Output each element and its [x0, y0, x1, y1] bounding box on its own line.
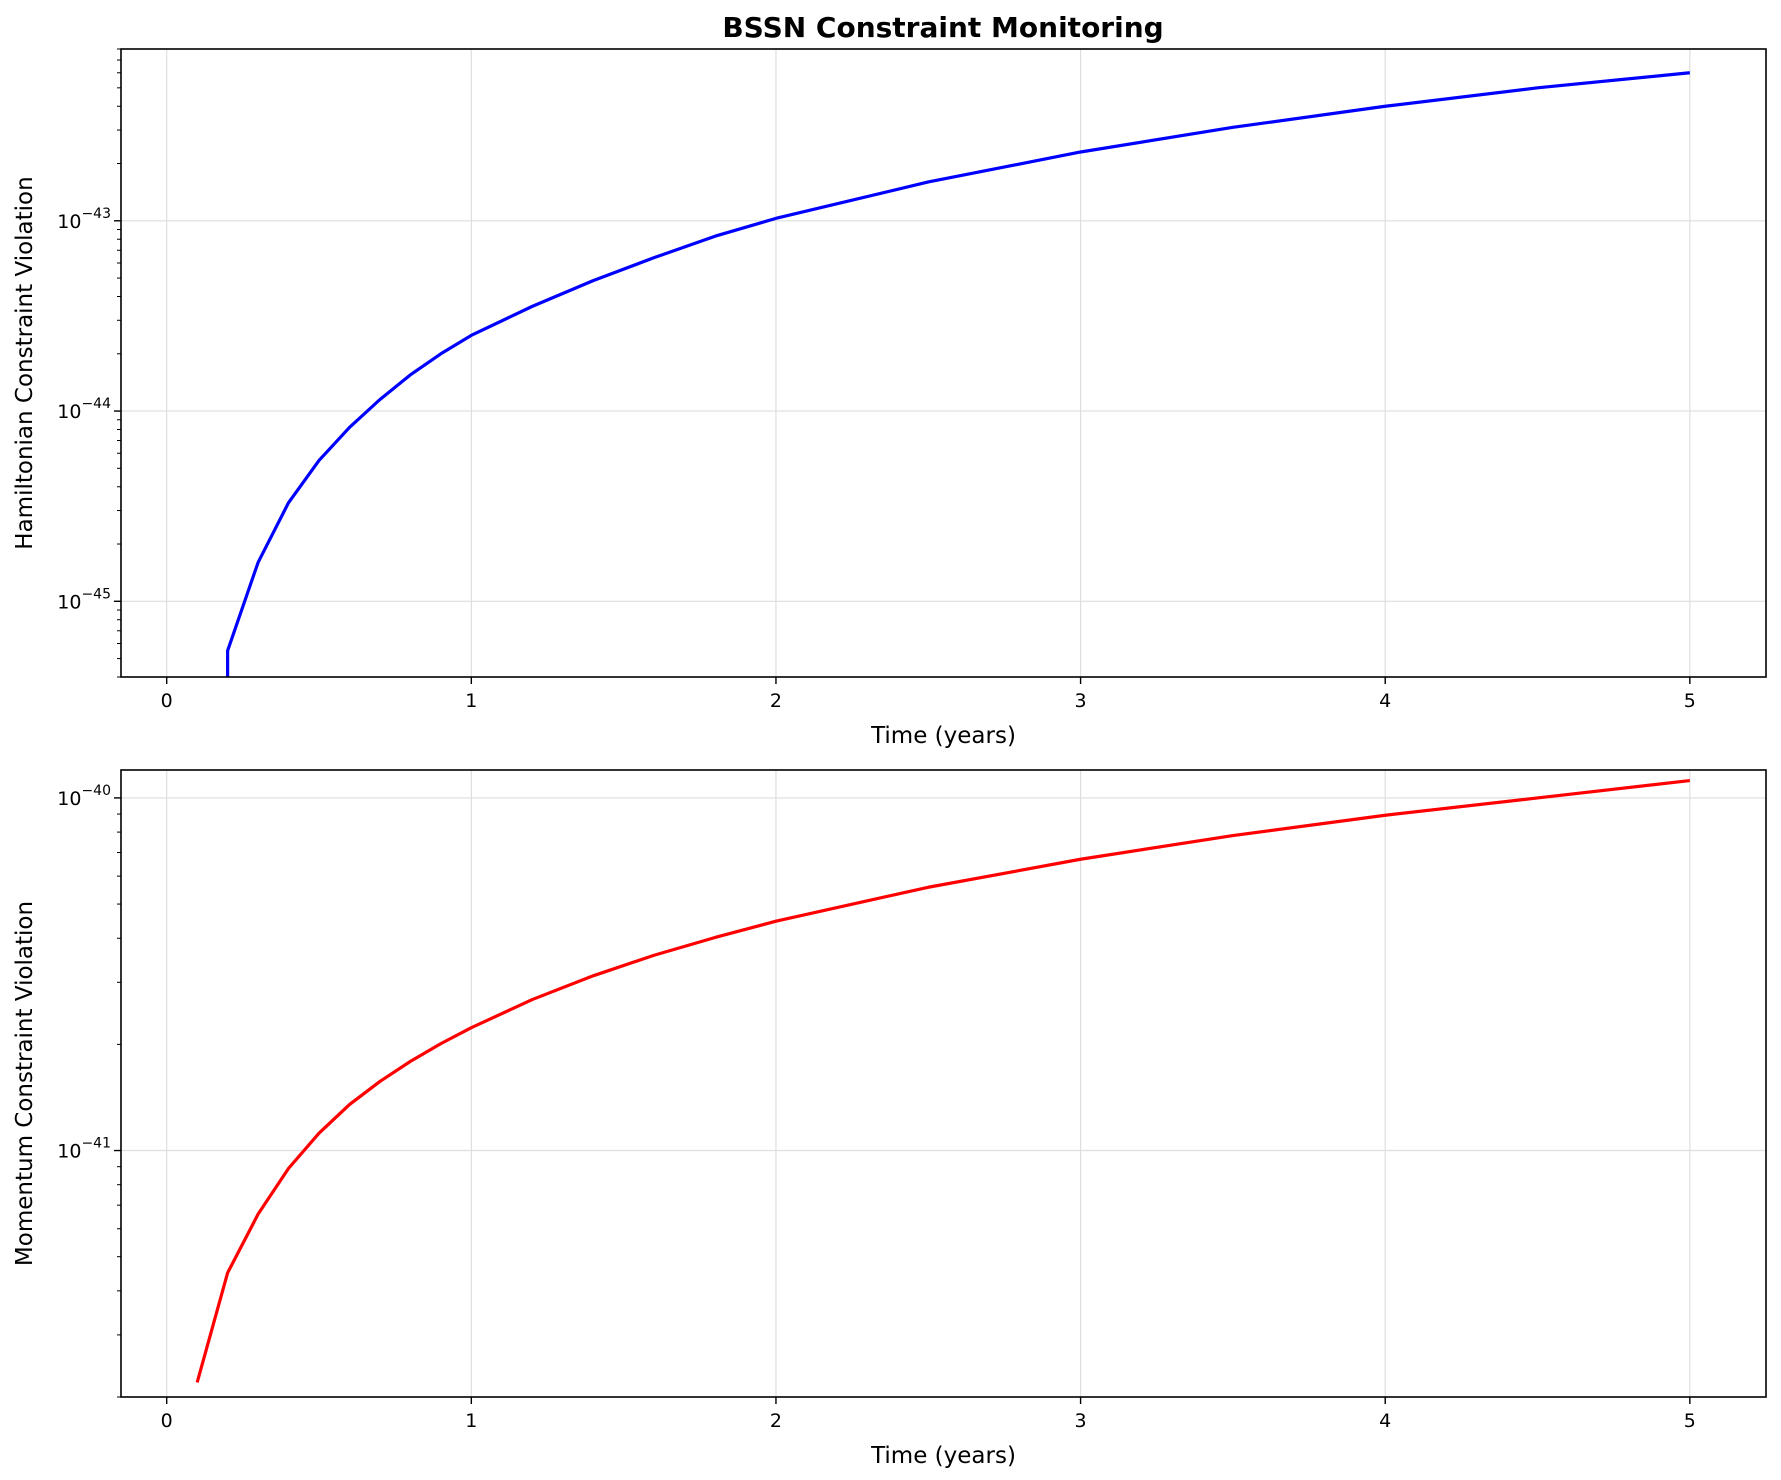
figure-title: BSSN Constraint Monitoring [722, 11, 1163, 44]
grid [121, 770, 1766, 1397]
plot-frame [120, 769, 1767, 1398]
y-tick-label: 10−40 [57, 783, 111, 810]
x-tick-label: 5 [1684, 1410, 1696, 1432]
grid [121, 49, 1766, 677]
hamiltonian-panel: 0 1 2 3 4 5 10−45 10−44 10−43 Time (years) Hamil… [12, 48, 1767, 749]
x-tick-label: 3 [1075, 690, 1087, 712]
x-tick-label: 4 [1379, 690, 1391, 712]
x-axis-label: Time (years) [870, 1443, 1016, 1469]
series-line [195, 778, 1691, 1383]
x-tick-label: 2 [770, 690, 782, 712]
series-lines [226, 71, 1690, 677]
y-axis-label: Momentum Constraint Violation [12, 901, 38, 1266]
x-tick-label: 5 [1684, 690, 1696, 712]
x-tick-label: 3 [1075, 1410, 1087, 1432]
series-line [226, 71, 1690, 677]
ticks: 0 1 2 3 4 5 10−45 10−44 10−43 [57, 48, 1696, 712]
y-tick-label: 10−45 [57, 586, 111, 613]
x-tick-label: 1 [465, 1410, 477, 1432]
x-axis-label: Time (years) [870, 723, 1016, 749]
y-tick-label: 10−44 [57, 396, 111, 423]
x-tick-label: 1 [465, 690, 477, 712]
y-axis-label: Hamiltonian Constraint Violation [12, 176, 38, 549]
x-tick-label: 2 [770, 1410, 782, 1432]
x-tick-label: 0 [161, 1410, 173, 1432]
y-tick-label: 10−43 [57, 206, 111, 233]
plot-frame [120, 48, 1767, 678]
momentum-panel: 0 1 2 3 4 5 10−41 10−40 Time (years) Momentum C… [12, 769, 1767, 1469]
x-tick-label: 0 [161, 690, 173, 712]
y-tick-label: 10−41 [57, 1136, 111, 1163]
x-tick-label: 4 [1379, 1410, 1391, 1432]
ticks: 0 1 2 3 4 5 10−41 10−40 [57, 783, 1696, 1432]
series-lines [195, 778, 1691, 1383]
